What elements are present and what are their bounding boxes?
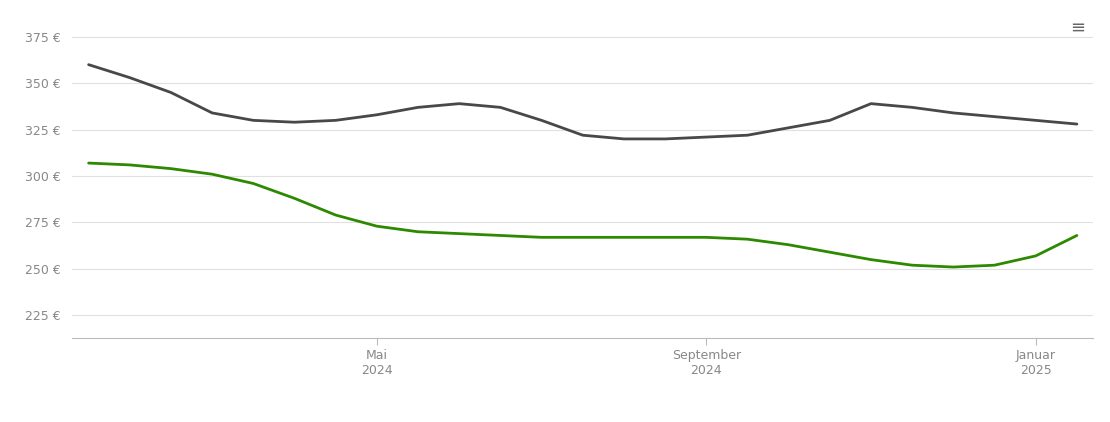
Text: ≡: ≡ (1070, 19, 1086, 37)
